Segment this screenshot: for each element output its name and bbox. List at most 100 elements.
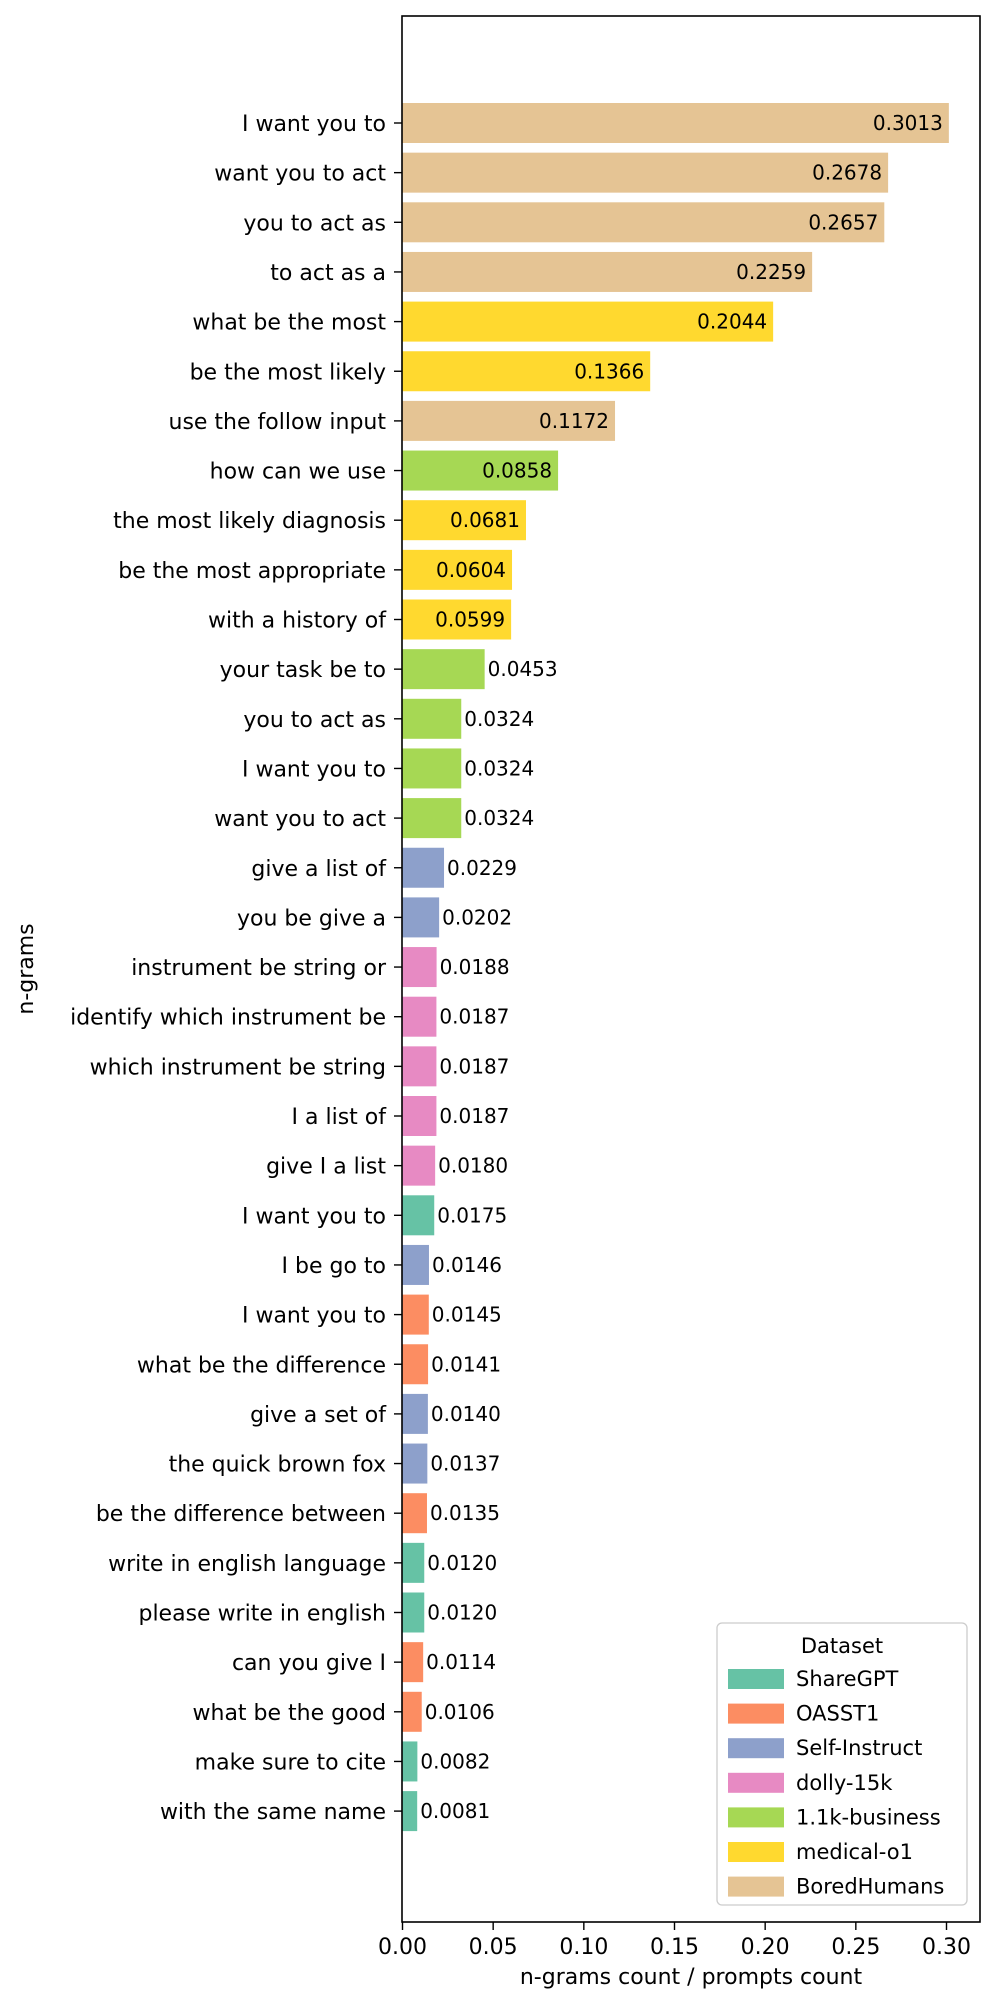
bar [402,1741,418,1782]
plot-frame [401,15,981,1923]
y-tick-label: you be give a [237,906,386,931]
bar [402,202,885,243]
bar [402,947,437,988]
legend-swatch [728,1669,784,1689]
legend: Dataset ShareGPT OASST1 Self-Instruct dolly… [716,1622,968,1906]
x-tick-label: 0.10 [559,1935,608,1960]
bar [402,1493,427,1534]
legend-entry-label: dolly-15k [796,1771,893,1795]
bar-value-label: 0.0187 [439,1104,509,1128]
bar [402,1046,437,1087]
bar-value-label: 0.0453 [488,657,558,681]
bar [402,1244,429,1285]
y-tick-label: the most likely diagnosis [113,509,386,534]
bar-value-label: 0.0114 [426,1650,496,1674]
bar [402,450,559,491]
bar [402,897,440,938]
bar [402,698,462,739]
bar [402,1642,424,1683]
bar [402,996,437,1037]
y-tick-label: your task be to [220,658,386,683]
bar-value-label: 0.1172 [539,409,609,433]
bar-value-label: 0.0180 [438,1154,508,1178]
y-tick-label: with a history of [208,609,387,634]
bar [402,103,949,143]
y-tick-label: want you to act [214,807,386,832]
y-tick-label: be the most appropriate [118,559,386,584]
y-tick-label: I a list of [292,1105,388,1130]
bar [402,649,485,690]
bar [402,1791,418,1832]
bar-value-label: 0.0120 [427,1551,497,1575]
bar [402,599,512,640]
bar-value-label: 0.1366 [574,359,644,383]
x-axis-ticks: 0.00 0.05 0.10 0.15 0.20 0.25 0.30 [378,1922,971,1960]
bar [402,152,889,193]
legend-entry-label: Self-Instruct [796,1736,922,1760]
y-tick-label: make sure to cite [195,1750,386,1775]
bar-value-label: 0.2259 [736,260,806,284]
x-tick-label: 0.30 [922,1935,971,1960]
x-tick-label: 0.00 [378,1935,427,1960]
bar [402,351,651,392]
bar-value-label: 0.0187 [439,1054,509,1078]
bar-value-label: 0.0120 [427,1601,497,1625]
bar-value-label: 0.0082 [420,1749,490,1773]
bar-value-label: 0.0604 [436,558,506,582]
legend-entries: ShareGPT OASST1 Self-Instruct dolly-15k 1.1k… [728,1667,944,1899]
y-tick-label: what be the good [193,1701,386,1726]
y-tick-label: I want you to [242,112,386,137]
bar [402,301,774,342]
y-tick-label: instrument be string or [131,956,387,981]
y-tick-label: be the most likely [190,360,386,385]
x-tick-label: 0.20 [741,1935,790,1960]
bar-value-label: 0.0146 [432,1253,502,1277]
bar-value-label: 0.0187 [439,1005,509,1029]
y-tick-label: please write in english [138,1602,386,1627]
x-tick-label: 0.15 [650,1935,699,1960]
bar-value-label: 0.0141 [431,1352,501,1376]
legend-swatch [728,1807,784,1828]
y-tick-label: how can we use [210,460,386,485]
bar-value-label: 0.0229 [447,856,517,880]
legend-swatch [728,1876,784,1897]
bar-value-label: 0.0106 [425,1700,495,1724]
bar [402,251,813,292]
legend-swatch [728,1703,784,1724]
y-tick-label: be the difference between [96,1502,386,1527]
bar-value-label: 0.0324 [464,756,534,780]
legend-entry-label: OASST1 [796,1702,879,1726]
y-tick-label: with the same name [160,1800,386,1825]
y-tick-label: identify which instrument be [70,1006,386,1031]
legend-swatch [728,1738,784,1759]
legend-swatch [728,1842,784,1862]
bar [402,1344,429,1385]
bar [402,1195,435,1236]
bar-value-label: 0.2678 [812,161,882,185]
x-tick-label: 0.05 [469,1935,518,1960]
bar [402,500,526,541]
bar-value-label: 0.0324 [464,707,534,731]
y-tick-label: give I a list [266,1155,386,1180]
legend-box [716,1622,968,1906]
bar [402,1096,437,1136]
bar-value-label: 0.0175 [437,1203,507,1227]
bar-value-label: 0.0681 [450,508,520,532]
bar [402,1691,422,1732]
value-labels-layer: 0.3013 0.2678 0.2657 0.2259 0.2044 0.1366 0.11… [420,111,943,1823]
y-tick-label: I want you to [242,1304,386,1329]
x-axis-label: n-grams count / prompts count [520,1965,863,1990]
y-tick-label: what be the most [192,311,386,336]
bar [402,1443,428,1484]
bar [402,1294,429,1335]
y-tick-label: you to act as [243,211,386,236]
y-tick-label: what be the difference [137,1353,386,1378]
bar-value-label: 0.0858 [482,459,552,483]
y-tick-label: give a set of [250,1403,387,1428]
bar [402,798,462,839]
y-tick-label: which instrument be string [90,1055,386,1080]
y-tick-label: the quick brown fox [169,1453,386,1478]
bar-value-label: 0.2657 [808,210,878,234]
y-tick-label: I want you to [242,1204,386,1229]
